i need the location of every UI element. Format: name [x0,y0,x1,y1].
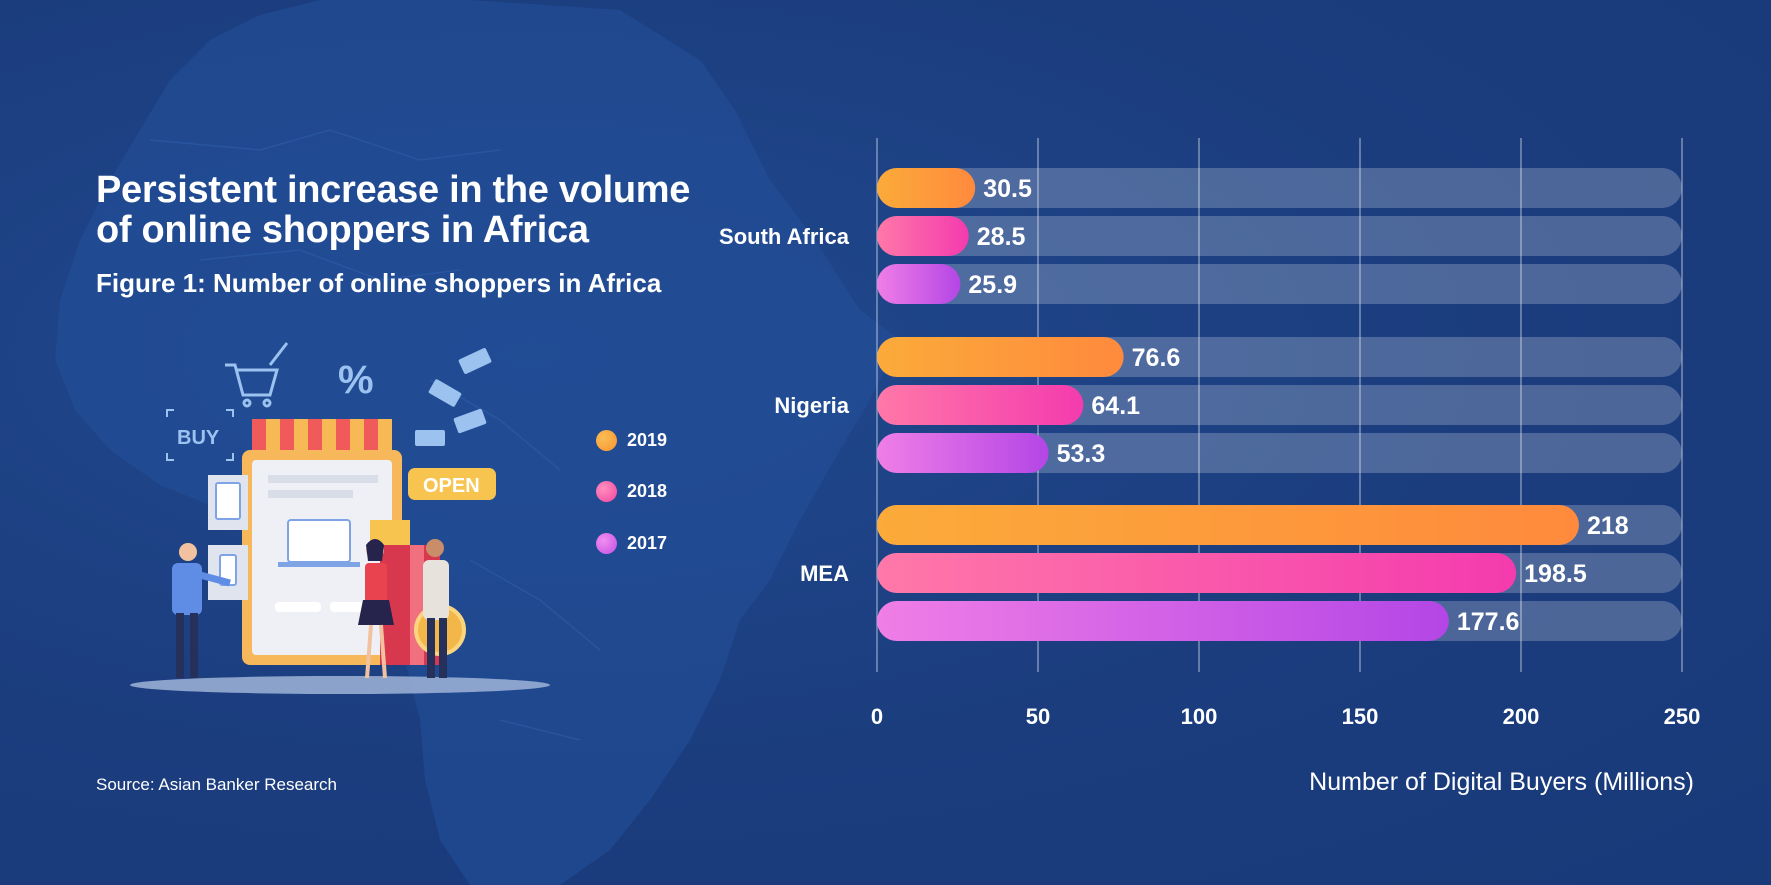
bar-2019-south-africa [877,168,976,208]
bar-2018-mea [877,553,1517,593]
legend-item-2017: 2017 [596,533,667,554]
cart-icon [225,342,289,408]
category-label: South Africa [719,224,850,249]
x-tick-label: 150 [1342,704,1379,729]
shop-illustration: % BUY [130,342,550,694]
x-tick-label: 200 [1503,704,1540,729]
category-label: MEA [800,561,849,586]
buy-frame-icon [166,409,234,461]
data-label: 177.6 [1457,608,1520,636]
page-title: Persistent increase in the volume of onl… [96,169,691,251]
source-note: Source: Asian Banker Research [96,775,337,794]
data-label: 76.6 [1132,344,1181,372]
legend-label-2017: 2017 [627,533,668,553]
bar-2018-nigeria [877,385,1084,425]
money-notes-icon [415,348,492,446]
legend-swatch-2017 [596,533,617,554]
data-label: 25.9 [968,271,1017,299]
shop-awning [252,419,392,451]
bar-track [877,168,1682,208]
data-label: 218 [1587,512,1629,540]
buy-label: BUY [177,427,220,449]
x-tick-label: 0 [871,704,883,729]
data-label: 198.5 [1524,560,1587,588]
labels: 0 50 100 150 200 250 30.5 28.5 25.9 South Africa 7… [719,175,1700,729]
category-label: Nigeria [774,393,849,418]
woman-figure [358,539,394,679]
bar-2017-south-africa [877,264,961,304]
bars [877,168,1682,641]
legend-item-2018: 2018 [596,481,667,502]
data-label: 28.5 [977,223,1026,251]
legend-item-2019: 2019 [596,430,667,451]
bar-2019-nigeria [877,337,1124,377]
bar-track [877,264,1682,304]
bar-2017-nigeria [877,433,1049,473]
x-tick-label: 50 [1026,704,1050,729]
ground-shadow [130,676,550,694]
person-with-coin-figure [423,539,449,678]
open-sign [408,468,496,500]
data-label: 30.5 [983,175,1032,203]
x-tick-label: 100 [1181,704,1218,729]
bar-track [877,216,1682,256]
figure-caption: Figure 1: Number of online shoppers in A… [96,268,662,298]
bar-2017-mea [877,601,1449,641]
open-label: OPEN [423,475,480,497]
bar-2018-south-africa [877,216,969,256]
bar-2019-mea [877,505,1579,545]
legend-swatch-2019 [596,430,617,451]
legend-swatch-2018 [596,481,617,502]
x-axis-title: Number of Digital Buyers (Millions) [1309,768,1694,796]
bar-track [877,433,1682,473]
data-label: 64.1 [1091,392,1140,420]
percent-icon: % [338,358,374,402]
man-figure [172,543,231,678]
legend-label-2018: 2018 [627,481,668,501]
data-label: 53.3 [1057,440,1106,468]
legend-label-2019: 2019 [627,430,668,450]
x-tick-label: 250 [1664,704,1701,729]
